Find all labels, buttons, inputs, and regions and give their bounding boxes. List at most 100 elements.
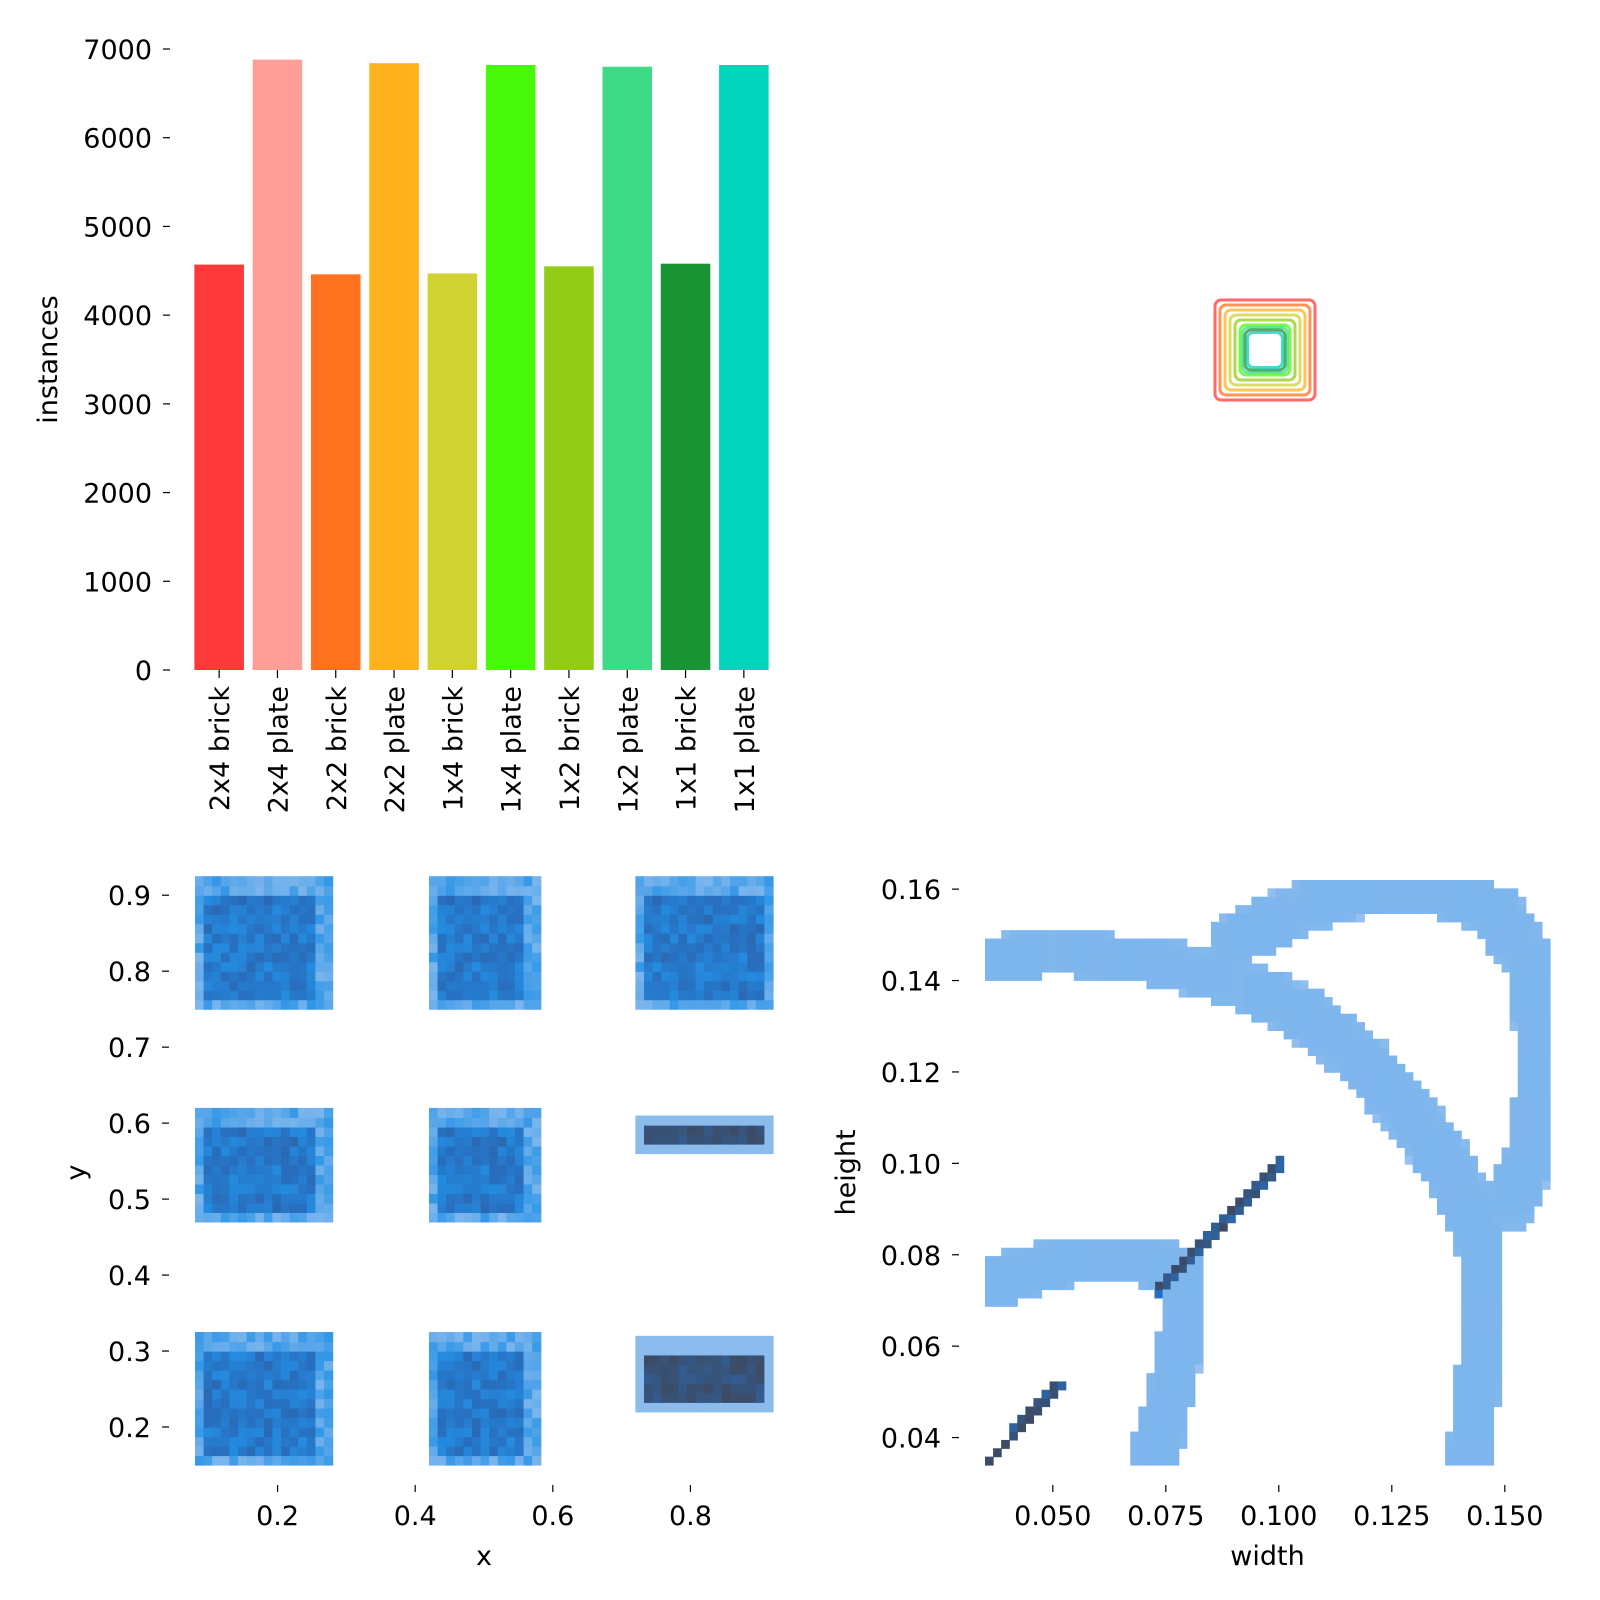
heat-cell — [289, 999, 299, 1010]
heat-cell — [514, 990, 525, 1001]
heat-cell — [1057, 938, 1067, 948]
heat-cell — [1315, 896, 1325, 906]
heat-cell — [324, 876, 334, 887]
heat-cell — [229, 1193, 239, 1204]
heat-cell — [506, 1389, 516, 1400]
heat-cell — [755, 961, 765, 972]
heat-cell — [1202, 988, 1212, 998]
heat-cell — [1525, 1022, 1535, 1032]
heat-cell — [463, 1398, 473, 1409]
heat-cell — [532, 1164, 542, 1175]
heat-cell — [1146, 1272, 1156, 1282]
heat-cell — [1033, 1256, 1043, 1266]
heat-cell — [1380, 896, 1390, 906]
heat-cell — [1461, 913, 1470, 923]
heat-cell — [1525, 1063, 1535, 1073]
heat-cell — [1364, 1047, 1374, 1057]
x-tick-label: 0.2 — [256, 1501, 299, 1532]
x-tick-label: 1x1 brick — [672, 686, 703, 812]
heat-cell — [203, 1436, 213, 1447]
heat-cell — [738, 1383, 748, 1394]
heat-cell — [489, 1212, 499, 1223]
heat-cell — [1259, 997, 1269, 1006]
heat-cell — [238, 980, 248, 991]
heat-cell — [1445, 1431, 1454, 1441]
heat-cell — [669, 923, 679, 934]
heat-cell — [298, 1455, 308, 1466]
heat-cell — [506, 1455, 516, 1466]
heat-cell — [446, 999, 456, 1010]
heat-cell — [738, 1144, 748, 1155]
heat-cell — [428, 990, 439, 1001]
heat-cell — [446, 1332, 456, 1343]
heat-cell — [704, 961, 714, 972]
heat-cell — [1283, 971, 1293, 981]
heat-cell — [324, 961, 334, 972]
heat-cell — [712, 1115, 722, 1126]
heat-cell — [1315, 913, 1325, 923]
heat-cell — [1170, 980, 1180, 990]
heat-cell — [1517, 1122, 1527, 1132]
heat-cell — [1469, 1214, 1478, 1224]
heat-cell — [1001, 1289, 1010, 1299]
heat-cell — [1106, 971, 1115, 981]
heat-cell — [1146, 1448, 1156, 1458]
box-outline — [1243, 328, 1287, 372]
heat-cell — [1146, 1431, 1156, 1441]
heat-cell — [203, 1193, 213, 1204]
heat-cell — [238, 923, 248, 934]
heat-cell — [1372, 905, 1382, 915]
heat-cell — [480, 1446, 490, 1457]
heat-cell — [203, 952, 213, 963]
heat-cell — [721, 1364, 731, 1375]
heat-cell — [1485, 1431, 1495, 1441]
heat-cell — [272, 895, 282, 906]
heat-cell — [635, 990, 645, 1001]
heat-cell — [1356, 1022, 1365, 1032]
heat-cell — [1396, 1063, 1406, 1073]
heat-cell — [1259, 1172, 1269, 1182]
heat-cell — [1243, 988, 1252, 998]
heat-cell — [1428, 1189, 1438, 1199]
heat-cell — [514, 1202, 525, 1213]
heat-cell — [678, 1125, 688, 1136]
bar-1x2-brick — [544, 266, 594, 670]
heat-cell — [1517, 1214, 1527, 1224]
heat-cell — [1162, 980, 1172, 990]
heat-cell — [1501, 888, 1511, 898]
heat-cell — [1130, 1448, 1139, 1458]
heat-cell — [1259, 946, 1269, 956]
heat-cell — [1259, 971, 1269, 981]
heat-cell — [764, 1115, 774, 1126]
heat-cell — [532, 1455, 542, 1466]
heat-cell — [255, 1107, 265, 1119]
heat-cell — [721, 971, 731, 982]
heat-cell — [1202, 946, 1212, 956]
heat-cell — [532, 961, 542, 972]
heat-cell — [324, 885, 334, 896]
heat-cell — [1461, 1147, 1470, 1157]
heat-cell — [220, 923, 231, 934]
heat-cell — [1517, 905, 1527, 915]
heat-cell — [1469, 1364, 1478, 1374]
heat-cell — [1388, 1105, 1398, 1115]
heat-cell — [506, 876, 516, 887]
heat-cell — [1251, 921, 1261, 931]
heat-cell — [523, 1360, 533, 1371]
heat-cell — [652, 971, 662, 982]
heat-cell — [1509, 1114, 1519, 1123]
bar-1x4-plate — [485, 64, 536, 671]
heat-cell — [229, 1427, 239, 1438]
heat-cell — [428, 904, 439, 915]
heat-cell — [246, 1389, 256, 1400]
heat-cell — [1517, 1172, 1527, 1182]
heat-cell — [678, 1345, 688, 1356]
heat-cell — [263, 1370, 274, 1381]
heat-cell — [1146, 1256, 1156, 1266]
heat-cell — [993, 1289, 1002, 1299]
heat-cell — [437, 1370, 447, 1381]
heat-cell — [454, 895, 464, 906]
heat-cell — [1501, 896, 1511, 906]
heat-cell — [1404, 1105, 1414, 1115]
heat-cell — [289, 876, 299, 887]
